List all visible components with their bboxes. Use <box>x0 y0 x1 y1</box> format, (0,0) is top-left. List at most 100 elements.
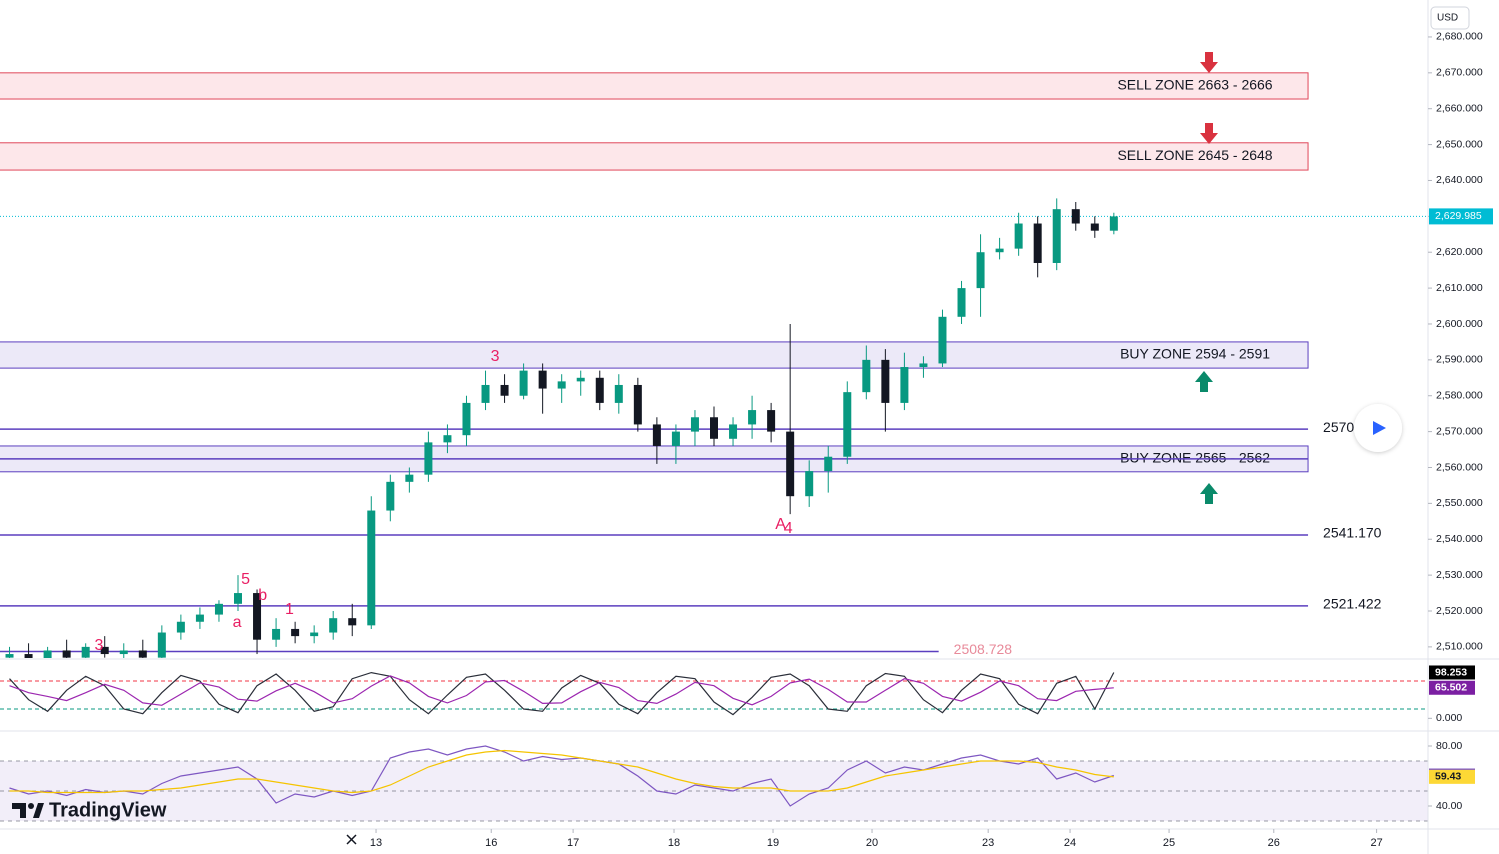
candle-body <box>900 367 909 403</box>
x-tick-label: 20 <box>866 837 878 849</box>
zone-label: BUY ZONE 2594 - 2591 <box>1120 346 1270 362</box>
zone-label: SELL ZONE 2645 - 2648 <box>1117 147 1272 163</box>
y-tick-label: 2,570.000 <box>1436 425 1483 437</box>
rsi-pane <box>0 745 1428 822</box>
last-value-label: 98.253 <box>1435 666 1467 678</box>
candle-body <box>443 435 452 443</box>
candle-body <box>272 628 281 640</box>
candle-body <box>595 377 604 403</box>
indicator-line <box>9 675 1114 706</box>
candle-body <box>1014 223 1023 249</box>
y-tick-label: 2,650.000 <box>1436 138 1483 150</box>
level-label: 2541.170 <box>1323 525 1382 541</box>
current-price-box <box>1429 208 1493 225</box>
candle-body <box>881 359 890 403</box>
y-tick-label: 2,670.000 <box>1436 67 1483 79</box>
candle-body <box>405 474 414 482</box>
x-tick-label: 24 <box>1064 837 1076 849</box>
y-tick-label: 2,550.000 <box>1436 497 1483 509</box>
y-tick-label: 2,680.000 <box>1436 31 1483 43</box>
candle-body <box>652 424 661 446</box>
close-icon[interactable] <box>346 834 357 845</box>
candle-body <box>957 288 966 317</box>
candle-body <box>576 377 585 382</box>
zone <box>0 341 1309 369</box>
candle-body <box>614 384 623 403</box>
candle-body <box>519 370 528 396</box>
wave-label: 4 <box>784 520 793 537</box>
x-tick-label: 16 <box>485 837 497 849</box>
candle-body <box>367 510 376 626</box>
x-tick-label: 27 <box>1370 837 1382 849</box>
candle-body <box>729 424 738 439</box>
last-value-label: 65.502 <box>1435 682 1467 694</box>
candle-body <box>138 650 147 658</box>
x-tick-label: 18 <box>668 837 680 849</box>
candle-body <box>81 646 90 658</box>
stochastic-pane <box>0 671 1428 716</box>
wave-label: a <box>233 614 242 631</box>
candle-body <box>329 618 338 633</box>
candle-body <box>348 618 357 626</box>
price-pane: SELL ZONE 2663 - 2666 SELL ZONE 2645 - 26… <box>0 72 1428 658</box>
last-value-box <box>1429 769 1475 784</box>
level-label: 2508.728 <box>954 641 1013 657</box>
candle-body <box>119 650 128 655</box>
wave-label: 3 <box>491 348 500 365</box>
y-tick-label: 2,560.000 <box>1436 461 1483 473</box>
candle-body <box>862 359 871 393</box>
sell-arrow <box>1200 123 1218 144</box>
zone <box>0 142 1309 171</box>
candle-body <box>557 381 566 389</box>
wave-label: 1 <box>285 601 294 618</box>
y-tick-label: 2,610.000 <box>1436 282 1483 294</box>
candle-body <box>62 650 71 658</box>
candle-body <box>1090 223 1099 231</box>
x-tick-label: 23 <box>982 837 994 849</box>
candle-body <box>100 646 109 655</box>
candle-body <box>1033 223 1042 263</box>
candle-body <box>462 402 471 436</box>
candle-body <box>843 392 852 457</box>
candle-body <box>1071 209 1080 224</box>
candle-body <box>786 431 795 497</box>
currency-box[interactable] <box>1430 6 1470 30</box>
zone <box>0 72 1309 100</box>
candle-body <box>424 442 433 475</box>
y-tick-label: 2,520.000 <box>1436 605 1483 617</box>
y-tick-label: 2,640.000 <box>1436 174 1483 186</box>
candle-body <box>748 410 757 425</box>
candle-body <box>253 593 262 640</box>
x-tick-label: 17 <box>567 837 579 849</box>
zone-label: BUY ZONE 2565 - 2562 <box>1120 450 1270 466</box>
candle-body <box>386 481 395 511</box>
candle-body <box>938 316 947 364</box>
candle-body <box>157 632 166 658</box>
candle-body <box>919 363 928 368</box>
indicator-line <box>9 749 1114 794</box>
sell-arrow <box>1200 52 1218 73</box>
candle-body <box>5 654 14 658</box>
indicator-line <box>9 671 1115 716</box>
wave-label: b <box>258 587 267 604</box>
candle-body <box>1109 216 1118 231</box>
last-value-label: 59.43 <box>1435 771 1461 783</box>
y-tick-label: 40.00 <box>1436 800 1462 812</box>
candle-body <box>1052 209 1061 263</box>
candle-body <box>633 384 642 425</box>
y-tick-label: 2,590.000 <box>1436 354 1483 366</box>
x-tick-label: 19 <box>767 837 779 849</box>
y-tick-label: 2,580.000 <box>1436 390 1483 402</box>
last-value-box <box>1429 680 1475 695</box>
y-tick-label: 2,600.000 <box>1436 318 1483 330</box>
last-value-box <box>1429 665 1475 680</box>
x-tick-label: 26 <box>1268 837 1280 849</box>
candle-body <box>481 384 490 403</box>
candle-body <box>671 431 680 446</box>
scroll-button[interactable] <box>1354 404 1402 452</box>
level-label: 2521.422 <box>1323 596 1382 612</box>
candle-body <box>767 410 776 432</box>
